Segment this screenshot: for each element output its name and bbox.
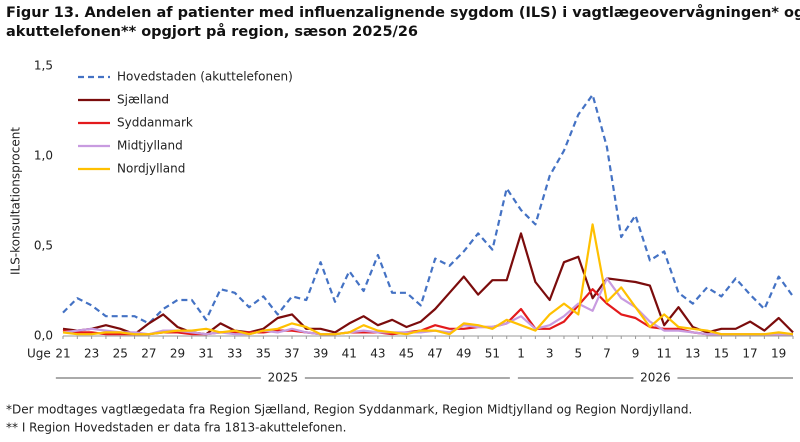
x-tick-label: 27 (141, 347, 156, 361)
series-line (62, 277, 793, 336)
series-line (62, 223, 794, 336)
x-tick-label: 7 (603, 347, 611, 361)
x-tick-label: 33 (227, 347, 242, 361)
x-tick-label: 21 (55, 347, 70, 361)
series-line (62, 232, 794, 336)
legend-label: Hovedstaden (akuttelefonen) (117, 70, 293, 84)
group-label: 2026 (640, 371, 671, 385)
chart-title: akuttelefonen** opgjort på region, sæson… (6, 23, 418, 40)
chart-title: Figur 13. Andelen af patienter med influ… (6, 4, 800, 21)
x-axis-label: Uge (27, 347, 51, 361)
y-tick-label: 0,0 (34, 329, 53, 343)
x-tick-label: 3 (546, 347, 554, 361)
legend-label: Midtjylland (117, 139, 183, 153)
series-line (62, 288, 793, 336)
x-tick-label: 47 (428, 347, 443, 361)
x-tick-label: 43 (370, 347, 385, 361)
x-tick-label: 5 (574, 347, 582, 361)
x-tick-label: 29 (170, 347, 185, 361)
series-line (62, 93, 794, 325)
x-tick-label: 39 (313, 347, 328, 361)
x-tick-label: 11 (657, 347, 672, 361)
x-tick-label: 17 (742, 347, 757, 361)
footnote: *Der modtages vagtlægedata fra Region Sj… (6, 403, 692, 417)
y-tick-label: 1,5 (34, 59, 53, 73)
x-tick-label: 13 (685, 347, 700, 361)
group-label: 2025 (268, 371, 299, 385)
x-tick-label: 41 (342, 347, 357, 361)
x-tick-label: 25 (113, 347, 128, 361)
x-tick-label: 31 (198, 347, 213, 361)
legend-label: Sjælland (117, 93, 169, 107)
x-tick-label: 23 (84, 347, 99, 361)
x-tick-label: 1 (517, 347, 525, 361)
x-tick-label: 15 (714, 347, 729, 361)
footnote: ** I Region Hovedstaden er data fra 1813… (6, 421, 346, 435)
x-tick-label: 37 (284, 347, 299, 361)
x-tick-label: 49 (456, 347, 471, 361)
x-tick-label: 35 (256, 347, 271, 361)
legend-label: Syddanmark (117, 116, 193, 130)
legend-label: Nordjylland (117, 162, 185, 176)
x-tick-label: 45 (399, 347, 414, 361)
y-axis-label: ILS-konsultationsprocent (9, 127, 23, 275)
y-tick-label: 1,0 (34, 149, 53, 163)
x-tick-label: 51 (485, 347, 500, 361)
x-tick-label: 19 (771, 347, 786, 361)
y-tick-label: 0,5 (34, 239, 53, 253)
x-tick-label: 9 (632, 347, 640, 361)
